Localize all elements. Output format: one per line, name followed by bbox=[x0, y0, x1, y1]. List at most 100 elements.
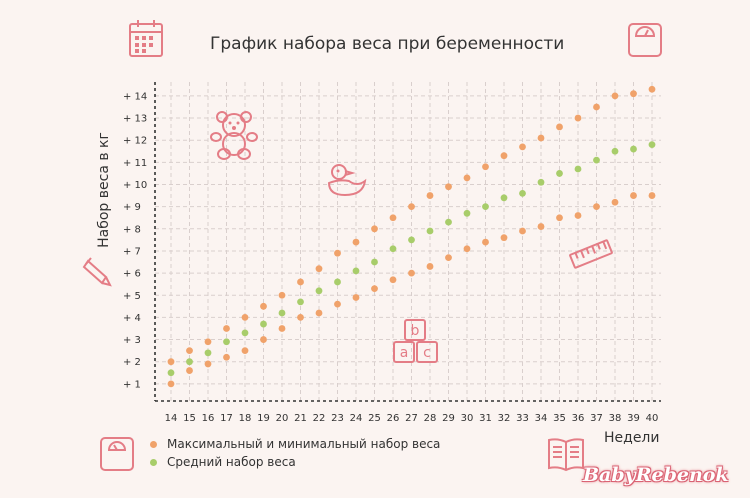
svg-text:c: c bbox=[423, 345, 431, 361]
data-point-min bbox=[648, 192, 656, 199]
scale-icon bbox=[628, 23, 662, 57]
x-tick-label: 19 bbox=[257, 413, 270, 424]
data-point-average bbox=[334, 278, 341, 286]
legend-swatch-orange bbox=[150, 440, 157, 448]
x-tick-label: 21 bbox=[294, 413, 307, 424]
data-point-min bbox=[408, 269, 415, 277]
data-point-max bbox=[574, 114, 582, 122]
data-point-average bbox=[537, 178, 545, 186]
data-point-average bbox=[408, 236, 415, 244]
data-point-average bbox=[278, 309, 286, 317]
data-point-average bbox=[167, 369, 175, 377]
data-point-average bbox=[574, 165, 582, 173]
x-tick-label: 32 bbox=[498, 413, 511, 424]
x-tick-label: 27 bbox=[405, 413, 418, 424]
data-point-average bbox=[648, 141, 656, 149]
data-point-max bbox=[445, 183, 452, 191]
data-point-max bbox=[593, 103, 600, 111]
legend-label: Максимальный и минимальный набор веса bbox=[167, 437, 441, 451]
y-tick-label: + 1 bbox=[123, 379, 141, 390]
data-point-max bbox=[500, 152, 508, 160]
data-point-max bbox=[537, 134, 545, 142]
y-tick-label: + 3 bbox=[123, 335, 141, 346]
data-point-average bbox=[500, 194, 508, 202]
y-tick-label: + 10 bbox=[123, 180, 147, 191]
x-tick-label: 28 bbox=[424, 413, 437, 424]
data-point-min bbox=[537, 223, 545, 230]
x-axis-label: Недели bbox=[604, 430, 660, 446]
data-point-min bbox=[482, 238, 489, 246]
data-point-min bbox=[167, 380, 175, 388]
data-point-max bbox=[408, 203, 415, 211]
data-point-average bbox=[445, 218, 452, 226]
x-tick-label: 15 bbox=[183, 413, 196, 424]
data-point-max bbox=[260, 302, 267, 310]
y-tick-label: + 11 bbox=[123, 158, 147, 169]
data-point-average bbox=[426, 227, 434, 235]
x-tick-label: 29 bbox=[442, 413, 455, 424]
chart-title: График набора веса при беременности bbox=[210, 34, 565, 54]
data-point-max bbox=[371, 225, 378, 233]
x-tick-label: 40 bbox=[646, 413, 659, 424]
data-point-min bbox=[463, 245, 471, 253]
bathroom-scale-icon bbox=[100, 437, 134, 471]
data-point-average bbox=[389, 245, 397, 253]
y-tick-label: + 4 bbox=[123, 313, 141, 324]
data-point-average bbox=[463, 209, 471, 217]
data-point-min bbox=[315, 309, 323, 317]
data-point-max bbox=[630, 90, 637, 98]
data-point-max bbox=[389, 214, 397, 222]
data-point-average bbox=[260, 320, 267, 328]
legend-item-average: Средний набор веса bbox=[150, 455, 296, 469]
data-point-average bbox=[315, 287, 323, 295]
data-point-average bbox=[371, 258, 378, 266]
data-point-max bbox=[334, 249, 341, 257]
svg-text:a: a bbox=[400, 345, 409, 361]
x-tick-label: 22 bbox=[313, 413, 326, 424]
data-point-min bbox=[574, 212, 582, 219]
data-point-min bbox=[519, 227, 526, 235]
data-point-max bbox=[426, 192, 434, 199]
x-tick-label: 30 bbox=[461, 413, 474, 424]
data-point-max bbox=[204, 338, 212, 346]
y-tick-label: + 14 bbox=[123, 91, 147, 102]
y-tick-label: + 5 bbox=[123, 291, 141, 302]
x-tick-label: 38 bbox=[609, 413, 622, 424]
pencil-icon bbox=[82, 257, 112, 287]
brand-watermark: BabyRebenok bbox=[583, 464, 729, 486]
data-point-min bbox=[241, 347, 249, 355]
data-point-min bbox=[556, 214, 563, 222]
ruler-icon bbox=[569, 239, 613, 269]
data-point-min bbox=[500, 234, 508, 242]
x-tick-label: 23 bbox=[331, 413, 344, 424]
x-tick-label: 33 bbox=[516, 413, 529, 424]
data-point-min bbox=[611, 198, 619, 206]
legend-label: Средний набор веса bbox=[167, 455, 296, 469]
x-tick-label: 17 bbox=[220, 413, 233, 424]
data-point-average bbox=[630, 145, 637, 153]
data-point-average bbox=[223, 338, 230, 346]
data-point-min bbox=[593, 203, 600, 211]
data-point-max bbox=[463, 174, 471, 182]
teddy-bear-icon bbox=[210, 111, 258, 160]
data-point-average bbox=[186, 358, 193, 366]
y-tick-label: + 7 bbox=[123, 246, 141, 257]
data-point-max bbox=[241, 314, 249, 321]
legend-swatch-green bbox=[150, 458, 157, 466]
y-tick-label: + 6 bbox=[123, 269, 141, 280]
data-point-min bbox=[371, 285, 378, 293]
x-tick-label: 18 bbox=[239, 413, 252, 424]
y-tick-label: + 13 bbox=[123, 114, 147, 125]
y-tick-label: + 8 bbox=[123, 224, 141, 235]
data-point-max bbox=[315, 265, 323, 273]
data-point-average bbox=[611, 147, 619, 155]
x-tick-label: 16 bbox=[202, 413, 215, 424]
data-point-max bbox=[297, 278, 304, 286]
data-point-max bbox=[482, 163, 489, 171]
data-point-max bbox=[223, 325, 230, 332]
data-point-max bbox=[648, 85, 656, 93]
x-tick-label: 39 bbox=[627, 413, 640, 424]
y-tick-label: + 9 bbox=[123, 202, 141, 213]
data-point-max bbox=[167, 358, 175, 366]
